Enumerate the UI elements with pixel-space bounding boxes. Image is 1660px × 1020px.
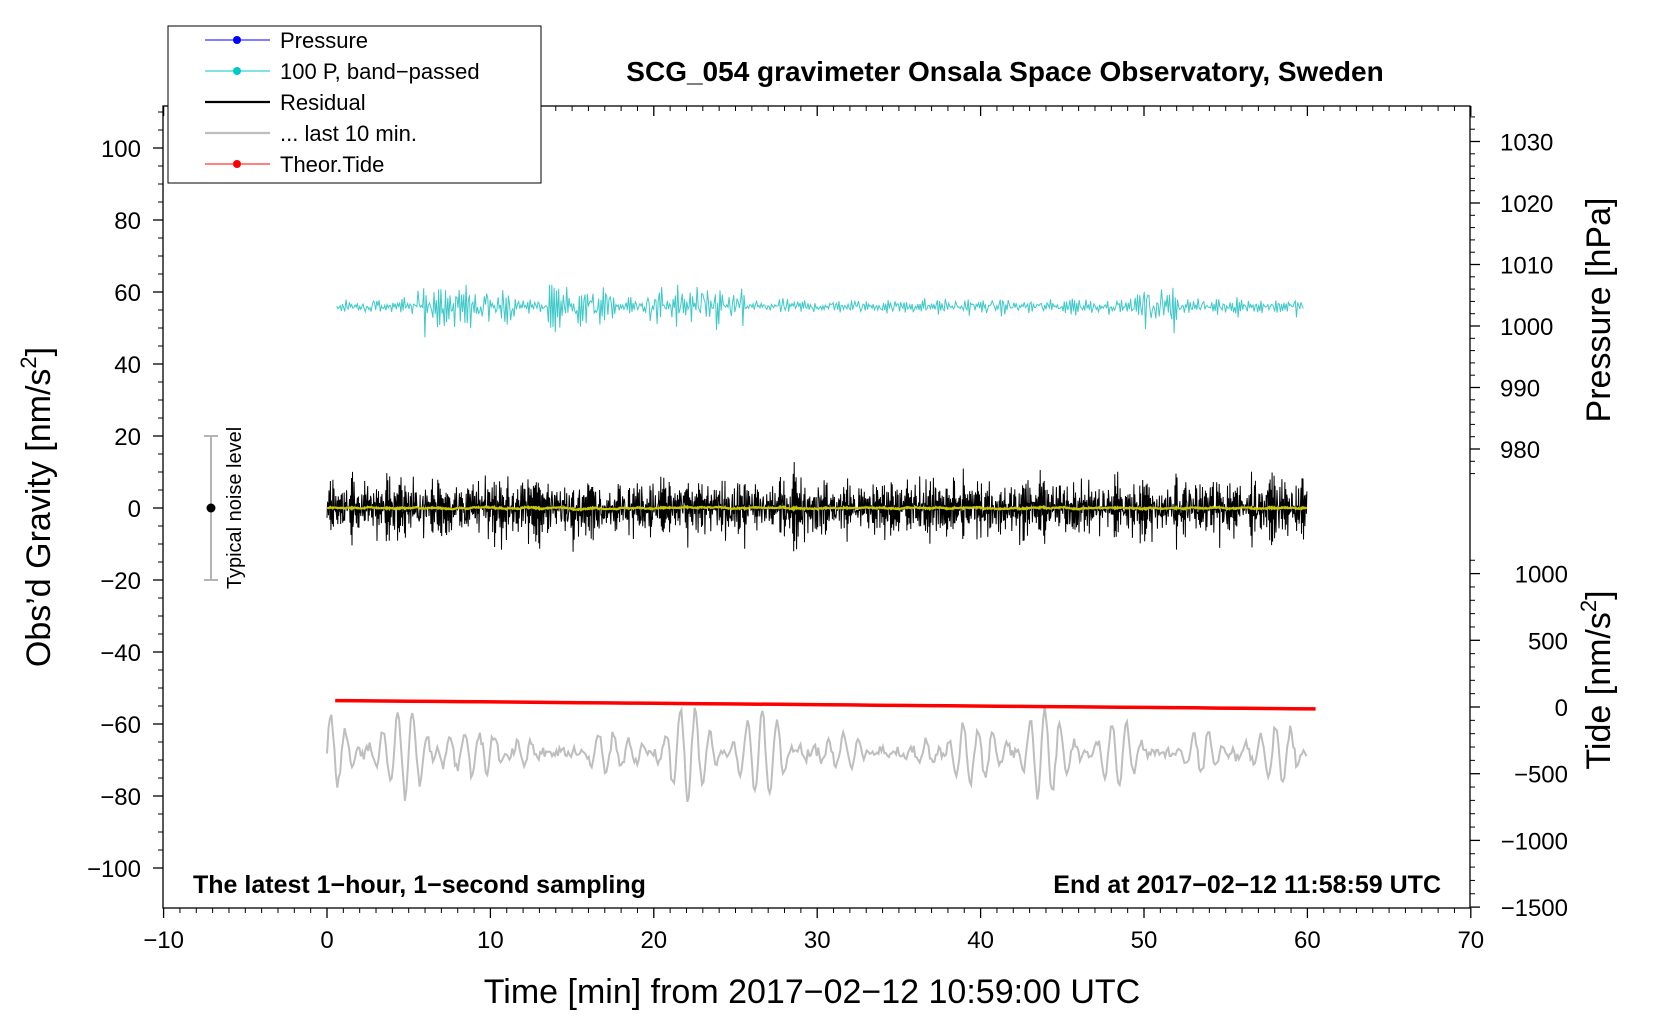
pressure-axis-label: Pressure [hPa]	[1580, 198, 1618, 423]
x-tick-label: 60	[1294, 927, 1321, 954]
y-tick-label: 60	[114, 280, 141, 307]
x-tick-label: 50	[1131, 927, 1158, 954]
tide-axis-ticks: −1500 −1000 −500 0 500 1000	[1470, 559, 1568, 922]
x-tick-label: 0	[320, 927, 333, 954]
y-axis-label-main: Obs’d Gravity [nm/s	[20, 369, 58, 668]
tide-tick-label: −1500	[1501, 895, 1568, 922]
y-tick-label: 100	[101, 136, 141, 163]
noise-level-label: Typical noise level	[224, 427, 246, 589]
tide-tick-label: −500	[1514, 762, 1568, 789]
series-theor-tide	[335, 698, 1316, 711]
legend-marker	[233, 67, 241, 75]
plot-frame	[162, 105, 1471, 909]
y-tick-label: 20	[114, 424, 141, 451]
legend-label: Pressure	[280, 28, 368, 53]
pressure-tick-label: 1010	[1500, 253, 1553, 280]
x-tick-label: 40	[967, 927, 994, 954]
x-tick-label: 70	[1457, 927, 1484, 954]
legend-label: ... last 10 min.	[280, 121, 417, 146]
x-axis-label: Time [min] from 2017−02−12 10:59:00 UTC	[484, 973, 1140, 1011]
y-axis-ticks: −100 −80 −60 −40 −20 0 20 40 60 80 100	[87, 111, 163, 883]
pressure-axis-ticks: 980 990 1000 1010 1020 1030	[1470, 116, 1553, 475]
pressure-tick-label: 1020	[1500, 191, 1553, 218]
tide-tick-label: 0	[1555, 695, 1568, 722]
tide-axis-label-sup: 2	[1576, 600, 1601, 612]
pressure-tick-label: 980	[1500, 437, 1540, 464]
x-tick-label: 30	[804, 927, 831, 954]
tide-tick-label: 1000	[1515, 562, 1568, 589]
legend-label: 100 P, band−passed	[280, 59, 480, 84]
pressure-tick-label: 1000	[1500, 314, 1553, 341]
y-tick-label: −60	[100, 712, 141, 739]
series-pressure-bandpassed	[336, 284, 1304, 338]
x-tick-label: 20	[640, 927, 667, 954]
noise-bar-center-dot	[206, 503, 216, 513]
legend-marker	[233, 160, 241, 168]
y-tick-label: 80	[114, 208, 141, 235]
y-tick-label: 0	[128, 496, 141, 523]
tide-axis-label-close: ]	[1580, 590, 1618, 599]
y-axis-label-close: ]	[20, 347, 58, 356]
legend-label: Theor.Tide	[280, 152, 384, 177]
chart-title: SCG_054 gravimeter Onsala Space Observat…	[626, 56, 1383, 87]
series-last-10-min	[326, 706, 1308, 803]
y-tick-label: −100	[87, 856, 141, 883]
y-axis-label: Obs’d Gravity [nm/s2]	[16, 347, 58, 667]
x-axis-ticks: −10 0 10 20 30 40 50 60 70	[143, 106, 1484, 954]
y-tick-label: 40	[114, 352, 141, 379]
series-residual-smoothed	[326, 504, 1308, 513]
tide-axis-label: Tide [nm/s2]	[1576, 590, 1618, 769]
pressure-tick-label: 990	[1500, 376, 1540, 403]
tide-tick-label: 500	[1528, 628, 1568, 655]
tide-axis-label-main: Tide [nm/s	[1580, 612, 1618, 769]
x-tick-label: −10	[143, 927, 184, 954]
annotation-end-time: End at 2017−02−12 11:58:59 UTC	[1053, 871, 1441, 899]
y-tick-label: −40	[100, 640, 141, 667]
pressure-tick-label: 1030	[1500, 130, 1553, 157]
tide-tick-label: −1000	[1501, 828, 1568, 855]
annotation-sampling: The latest 1−hour, 1−second sampling	[193, 871, 646, 899]
noise-level-indicator: Typical noise level	[203, 427, 246, 589]
legend-marker	[233, 36, 241, 44]
series-residual	[326, 462, 1308, 552]
legend-label: Residual	[280, 90, 366, 115]
x-tick-label: 10	[477, 927, 504, 954]
y-axis-label-sup: 2	[16, 356, 41, 368]
legend: Pressure 100 P, band−passed Residual ... la…	[167, 25, 542, 184]
legend-box	[167, 25, 542, 184]
y-tick-label: −80	[100, 784, 141, 811]
y-tick-label: −20	[100, 568, 141, 595]
